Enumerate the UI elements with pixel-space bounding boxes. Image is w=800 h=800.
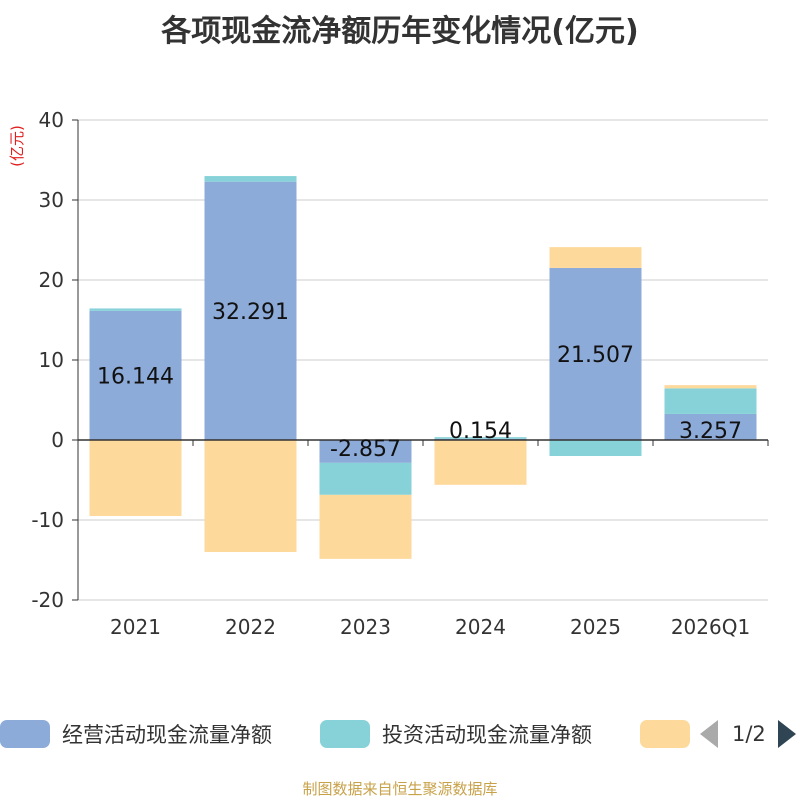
bar-2024-series-1: [434, 437, 527, 439]
bar-2022-series-2: [204, 440, 297, 552]
chart-title: 各项现金流净额历年变化情况(亿元): [161, 14, 639, 49]
data-label: 32.291: [212, 300, 289, 325]
x-tick-label: 2024: [455, 615, 506, 639]
data-label: 21.507: [557, 343, 634, 368]
bar-2024-series-2: [434, 440, 527, 485]
bar-2021-series-1: [89, 308, 182, 311]
bar-2026Q1-series-1: [664, 388, 757, 414]
y-tick-label: -20: [31, 588, 64, 612]
legend-label-investing: 投资活动现金流量净额: [382, 723, 592, 747]
legend-item-operating[interactable]: 经营活动现金流量净额: [0, 716, 272, 752]
legend-swatch-operating: [0, 720, 50, 748]
chart-area: -20 -10 0 10 20 30 40 (亿元) 16.144 32.291 -2.857 0.1…: [8, 108, 769, 639]
y-tick-label: 30: [39, 188, 64, 212]
legend-swatch-financing: [640, 720, 690, 748]
bar-2022-series-1: [204, 176, 297, 182]
legend-page-indicator: 1/2: [732, 722, 766, 746]
bar-2022-series-0: [204, 181, 297, 440]
legend-label-operating: 经营活动现金流量净额: [62, 723, 272, 747]
bar-2025-series-1: [549, 440, 642, 456]
data-label: 0.154: [449, 419, 512, 444]
next-page-icon[interactable]: [777, 720, 796, 748]
bar-2026Q1-series-2: [664, 385, 757, 389]
y-tick-label: 20: [39, 268, 64, 292]
x-tick-label: 2025: [570, 615, 621, 639]
y-tick-label: -10: [31, 508, 64, 532]
data-label: 16.144: [97, 364, 174, 389]
x-tick-label: 2021: [110, 615, 161, 639]
data-label: -2.857: [330, 437, 401, 462]
legend-swatch-investing: [320, 720, 370, 748]
bar-2025-series-0: [549, 267, 642, 440]
bar-2026Q1-series-0: [664, 413, 757, 440]
y-tick-label: 0: [51, 428, 64, 452]
source-note: 制图数据来自恒生聚源数据库: [302, 780, 498, 798]
legend-pager: 1/2: [700, 716, 796, 752]
bar-2025-series-2: [549, 247, 642, 268]
bar-2023-series-1: [319, 462, 412, 495]
bar-2023-series-0: [319, 440, 412, 463]
y-tick-label: 40: [39, 108, 64, 132]
legend-item-financing[interactable]: [640, 716, 702, 752]
y-axis-unit: (亿元): [8, 125, 26, 167]
x-tick-label: 2022: [225, 615, 276, 639]
y-tick-label: 10: [39, 348, 64, 372]
data-label: 3.257: [679, 419, 742, 444]
legend: 经营活动现金流量净额 投资活动现金流量净额: [0, 716, 800, 752]
legend-item-investing[interactable]: 投资活动现金流量净额: [320, 716, 592, 752]
x-tick-label: 2023: [340, 615, 391, 639]
prev-page-icon[interactable]: [700, 720, 718, 748]
bar-2021-series-0: [89, 310, 182, 440]
bar-2023-series-2: [319, 494, 412, 559]
x-tick-label: 2026Q1: [671, 615, 750, 639]
bar-2021-series-2: [89, 440, 182, 516]
